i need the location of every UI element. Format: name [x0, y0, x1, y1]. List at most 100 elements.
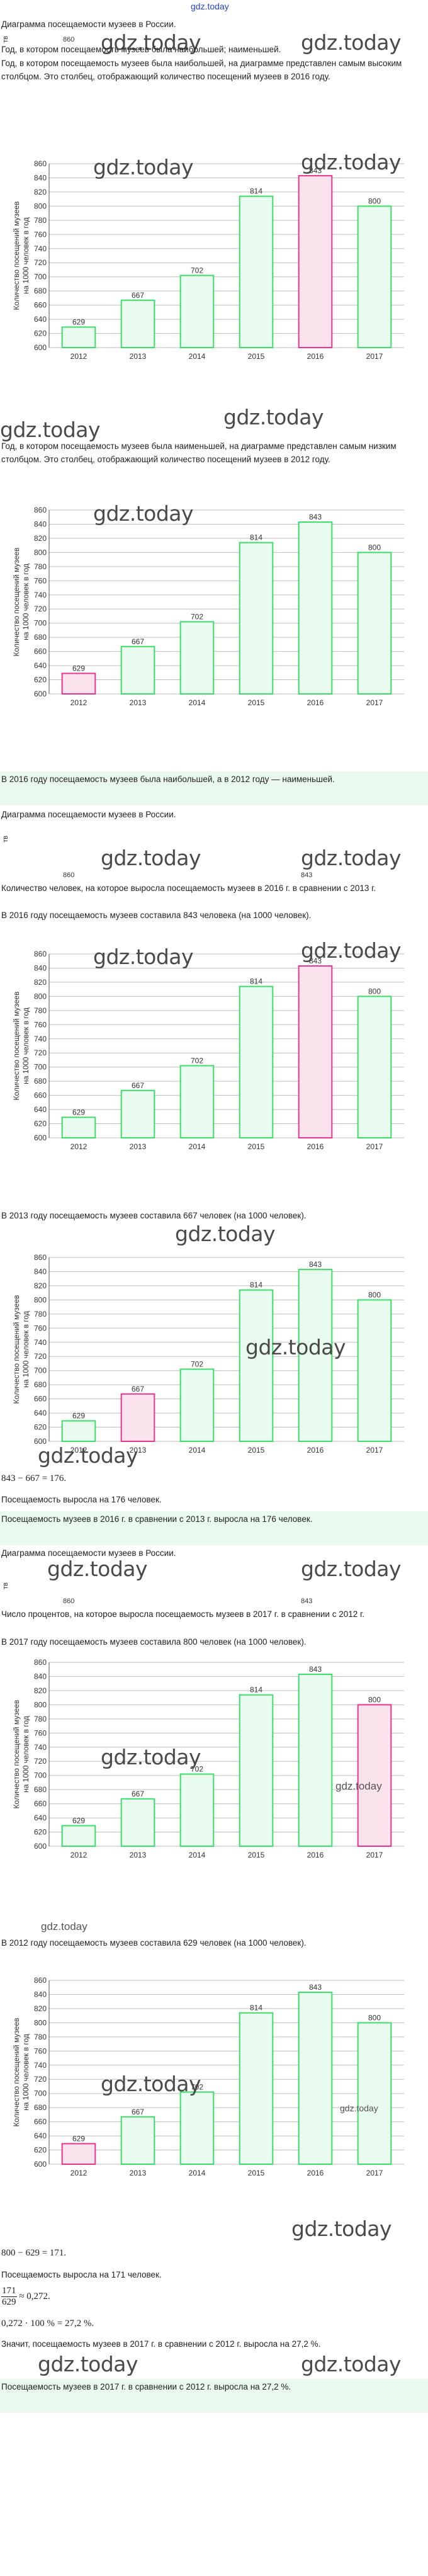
bar — [179, 2091, 215, 2165]
diagram-stub-axis-tick: 860 — [63, 871, 75, 879]
diagram-stub-mark: тв — [2, 836, 9, 843]
watermark: gdz.today — [47, 1557, 148, 1581]
y-tick-label: 800 — [34, 992, 47, 1001]
bar — [120, 1393, 155, 1442]
y-tick-label: 640 — [34, 315, 47, 324]
y-tick-label: 680 — [34, 287, 47, 295]
y-tick-label: 780 — [34, 2033, 47, 2041]
data-label: 667 — [132, 1385, 144, 1393]
chart-canvas: Количество посещений музеевна 1000 челов… — [13, 506, 404, 707]
x-tick-label: 2017 — [366, 1446, 383, 1455]
data-label: 814 — [250, 533, 262, 542]
data-label: 629 — [72, 1411, 85, 1420]
watermark: gdz.today — [301, 938, 402, 963]
chart-canvas: Количество посещений музеевна 1000 челов… — [13, 159, 404, 361]
data-label: 702 — [191, 612, 203, 621]
data-label: 629 — [72, 664, 85, 672]
site-link[interactable]: gdz.today — [191, 1, 229, 11]
bar — [120, 645, 155, 695]
y-tick-label: 820 — [34, 188, 47, 196]
data-label: 629 — [72, 1816, 85, 1825]
x-tick-label: 2017 — [366, 2169, 383, 2177]
y-tick-label: 660 — [34, 647, 47, 656]
paragraph: В 2017 году посещаемость музеев составил… — [1, 1637, 307, 1647]
y-tick-label: 720 — [34, 1757, 47, 1766]
paragraph: Посещаемость выросла на 171 человек. — [1, 2270, 162, 2279]
y-axis-label: Количество посещений музеевна 1000 челов… — [13, 1295, 30, 1404]
paragraph: Значит, посещаемость музеев в 2017 г. в … — [1, 2339, 321, 2349]
data-label: 667 — [132, 2108, 144, 2116]
y-tick-label: 660 — [34, 301, 47, 310]
bar — [298, 965, 333, 1138]
bar — [61, 2143, 96, 2165]
y-tick-label: 600 — [34, 689, 47, 698]
bar-chart: Количество посещений музеевна 1000 челов… — [13, 948, 415, 1155]
y-tick-label: 640 — [34, 1409, 47, 1417]
chart-canvas: Количество посещений музеевна 1000 челов… — [13, 1658, 404, 1859]
chart-canvas: Количество посещений музеевна 1000 челов… — [13, 950, 404, 1151]
y-tick-label: 600 — [34, 1437, 47, 1446]
chart-canvas: Количество посещений музеевна 1000 челов… — [13, 1976, 404, 2177]
x-tick-label: 2016 — [307, 1142, 324, 1151]
watermark: gdz.today — [41, 1921, 87, 1932]
y-tick-label: 760 — [34, 2046, 47, 2055]
y-axis-label: Количество посещений музеевна 1000 челов… — [13, 992, 30, 1101]
bar — [179, 1065, 215, 1138]
bar-chart: Количество посещений музеевна 1000 челов… — [13, 157, 415, 365]
bar-chart: Количество посещений музеевна 1000 челов… — [13, 504, 415, 712]
x-tick-label: 2014 — [189, 698, 206, 707]
watermark: gdz.today — [175, 1222, 276, 1246]
data-label: 800 — [368, 196, 381, 205]
x-tick-label: 2014 — [189, 2169, 206, 2177]
watermark: gdz.today — [291, 2216, 392, 2241]
bar — [239, 1694, 274, 1847]
y-tick-label: 820 — [34, 1281, 47, 1290]
watermark: gdz.today — [101, 846, 201, 870]
x-tick-label: 2015 — [248, 1142, 265, 1151]
y-tick-label: 780 — [34, 1310, 47, 1319]
bar — [120, 1798, 155, 1847]
y-tick-label: 780 — [34, 1006, 47, 1015]
y-tick-label: 680 — [34, 633, 47, 642]
x-tick-label: 2013 — [130, 698, 147, 707]
data-label: 667 — [132, 637, 144, 646]
y-tick-label: 640 — [34, 661, 47, 670]
bar — [179, 275, 215, 348]
y-tick-label: 760 — [34, 1728, 47, 1737]
bar — [61, 1420, 96, 1442]
y-tick-label: 820 — [34, 1686, 47, 1695]
fraction-numerator: 171 — [1, 2286, 17, 2297]
x-tick-label: 2016 — [307, 698, 324, 707]
paragraph: Год, в котором посещаемость музеев была … — [1, 441, 397, 464]
bar — [239, 1289, 274, 1442]
y-tick-label: 760 — [34, 1020, 47, 1029]
data-label: 800 — [368, 2013, 381, 2022]
data-label: 843 — [309, 1260, 322, 1269]
data-label: 814 — [250, 187, 262, 196]
y-tick-label: 860 — [34, 950, 47, 958]
x-tick-label: 2012 — [70, 2169, 87, 2177]
y-tick-label: 740 — [34, 591, 47, 599]
watermark: gdz.today — [93, 501, 194, 526]
data-label: 843 — [309, 956, 322, 965]
watermark: gdz.today — [93, 945, 194, 969]
data-label: 814 — [250, 2004, 262, 2012]
bar — [357, 1704, 392, 1847]
bar — [239, 195, 274, 348]
y-tick-label: 740 — [34, 1338, 47, 1347]
y-tick-label: 620 — [34, 1828, 47, 1837]
watermark: gdz.today — [101, 1745, 201, 1769]
watermark: gdz.today — [38, 2352, 138, 2376]
bar — [357, 1299, 392, 1442]
x-tick-label: 2015 — [248, 2169, 265, 2177]
paragraph: Число процентов, на которое выросла посе… — [1, 1609, 365, 1619]
paragraph: Посещаемость выросла на 176 человек. — [1, 1495, 162, 1504]
x-tick-label: 2012 — [70, 1142, 87, 1151]
x-tick-label: 2015 — [248, 352, 265, 361]
y-tick-label: 600 — [34, 1133, 47, 1142]
y-tick-label: 800 — [34, 548, 47, 557]
data-label: 800 — [368, 987, 381, 996]
y-tick-label: 740 — [34, 244, 47, 253]
x-tick-label: 2012 — [70, 1446, 87, 1455]
bar — [357, 552, 392, 695]
